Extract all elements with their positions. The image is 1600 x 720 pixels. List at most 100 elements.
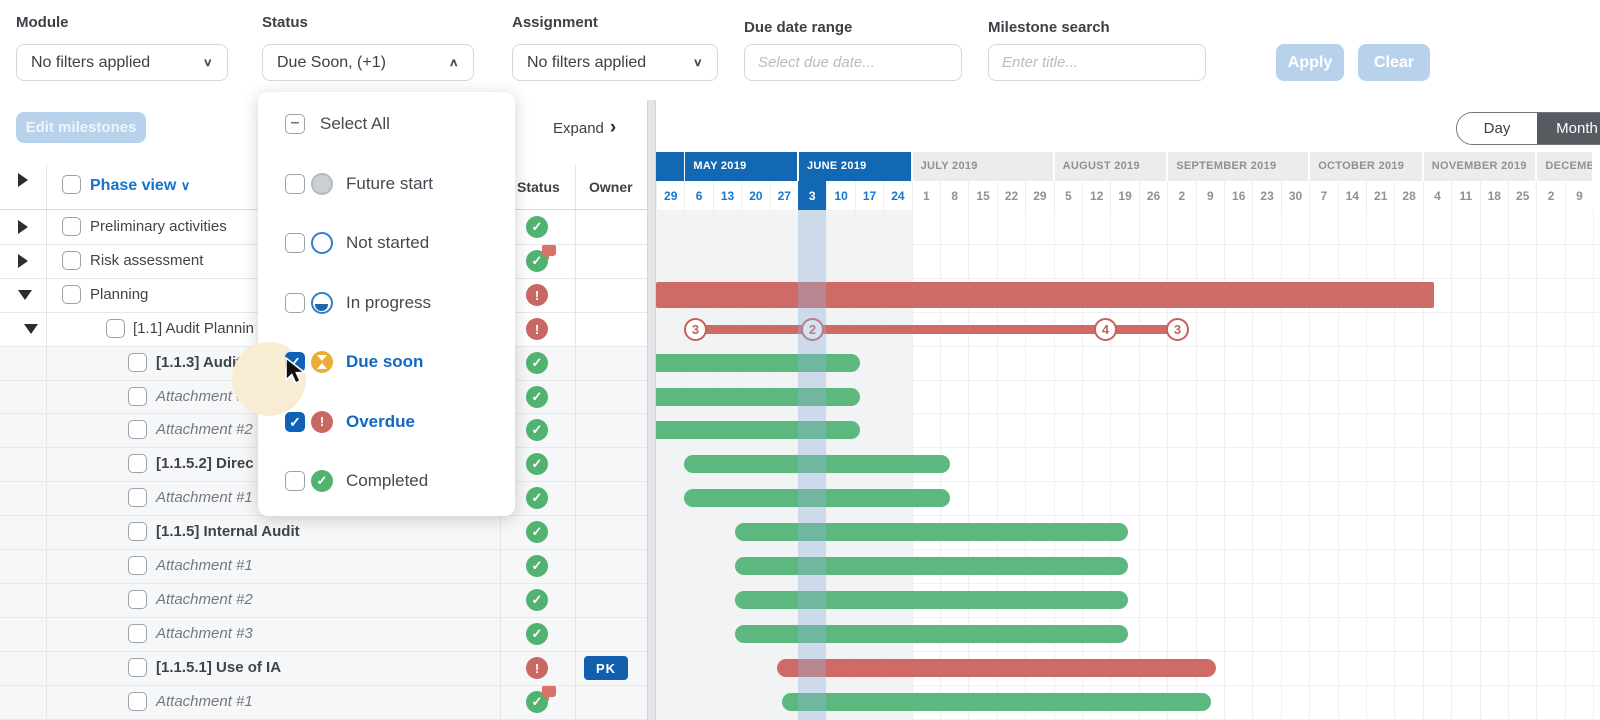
week-start-date-label[interactable]: 5 xyxy=(1053,181,1082,210)
row-checkbox[interactable] xyxy=(128,387,147,406)
week-start-date-label[interactable]: 19 xyxy=(1110,181,1139,210)
row-checkbox[interactable] xyxy=(128,353,147,372)
task-bar-overdue[interactable] xyxy=(777,659,1216,677)
expand-row-icon[interactable] xyxy=(18,254,28,268)
table-row[interactable]: Planning! xyxy=(0,278,647,312)
week-start-date-label[interactable]: 23 xyxy=(1252,181,1281,210)
milestone-count-marker[interactable]: 2 xyxy=(801,318,824,341)
milestone-count-marker[interactable]: 3 xyxy=(684,318,707,341)
clear-button[interactable]: Clear xyxy=(1358,44,1430,81)
week-start-date-label[interactable]: 20 xyxy=(741,181,770,210)
task-bar-completed[interactable] xyxy=(684,455,950,473)
option-checkbox[interactable] xyxy=(285,233,305,253)
option-checkbox[interactable] xyxy=(285,173,305,194)
week-start-date-label[interactable]: 1 xyxy=(911,181,940,210)
status-option-not-started[interactable]: Not started xyxy=(258,223,515,263)
task-bar-completed[interactable] xyxy=(656,388,860,406)
row-checkbox[interactable] xyxy=(128,522,147,541)
due-date-input[interactable]: Select due date... xyxy=(744,44,962,81)
table-row[interactable]: Attachment #1 ✓ xyxy=(0,549,647,583)
collapse-row-icon[interactable] xyxy=(18,290,32,300)
milestone-search-input[interactable]: Enter title... xyxy=(988,44,1206,81)
week-start-date-label[interactable]: 26 xyxy=(1138,181,1168,210)
row-checkbox[interactable] xyxy=(128,454,147,473)
week-start-date-label[interactable]: 9 xyxy=(1195,181,1224,210)
task-bar-completed[interactable] xyxy=(735,523,1128,541)
task-bar-completed[interactable] xyxy=(735,625,1128,643)
week-start-date-label[interactable]: 12 xyxy=(1082,181,1111,210)
status-option-overdue[interactable]: ✓! Overdue xyxy=(258,402,515,442)
option-checkbox[interactable] xyxy=(285,471,305,491)
week-start-date-label[interactable]: 7 xyxy=(1309,181,1338,210)
week-start-date-label[interactable]: 21 xyxy=(1366,181,1395,210)
table-row[interactable]: [1.1.5.1] Use of IA! PK xyxy=(0,651,647,685)
task-bar-completed[interactable] xyxy=(656,421,860,439)
option-checkbox[interactable] xyxy=(285,292,305,313)
week-start-date-label[interactable]: 25 xyxy=(1508,181,1537,210)
week-start-date-label[interactable]: 14 xyxy=(1337,181,1366,210)
week-start-date-label[interactable]: 11 xyxy=(1451,181,1480,210)
panel-splitter[interactable] xyxy=(647,100,656,720)
week-start-date-label[interactable]: 17 xyxy=(854,181,884,210)
week-start-date-label[interactable]: 29 xyxy=(1025,181,1054,210)
expand-all-icon[interactable] xyxy=(18,173,28,187)
table-row[interactable]: [1.1] Audit Plannin! xyxy=(0,312,647,346)
today-date-cell[interactable]: 3 xyxy=(798,181,827,210)
milestone-connector-bar[interactable] xyxy=(695,325,1177,334)
week-start-date-label[interactable]: 28 xyxy=(1394,181,1423,210)
expand-row-icon[interactable] xyxy=(18,220,28,234)
edit-milestones-button[interactable]: Edit milestones xyxy=(16,112,146,143)
row-checkbox[interactable] xyxy=(128,488,147,507)
table-row[interactable]: Attachment #1 ✓ xyxy=(0,685,647,719)
table-row[interactable]: [1.1.5] Internal Audit ✓ xyxy=(0,515,647,549)
week-start-date-label[interactable]: 29 xyxy=(656,181,685,210)
row-checkbox[interactable] xyxy=(62,217,81,236)
row-checkbox[interactable] xyxy=(128,692,147,711)
task-bar-completed[interactable] xyxy=(735,557,1128,575)
week-start-date-label[interactable]: 10 xyxy=(826,181,855,210)
status-option-completed[interactable]: ✓ Completed xyxy=(258,461,515,501)
row-checkbox[interactable] xyxy=(128,658,147,677)
week-start-date-label[interactable]: 22 xyxy=(996,181,1026,210)
assignment-filter-select[interactable]: No filters applied ∨ xyxy=(512,44,718,81)
task-bar-completed[interactable] xyxy=(684,489,950,507)
week-start-date-label[interactable]: 27 xyxy=(769,181,798,210)
week-start-date-label[interactable]: 13 xyxy=(712,181,742,210)
week-start-date-label[interactable]: 6 xyxy=(684,181,713,210)
status-option-due-soon[interactable]: ✓ Due soon xyxy=(258,342,515,382)
week-start-date-label[interactable]: 4 xyxy=(1422,181,1452,210)
summary-bar-overdue[interactable] xyxy=(656,282,1434,308)
row-checkbox[interactable] xyxy=(62,285,81,304)
row-checkbox[interactable] xyxy=(62,251,81,270)
apply-button[interactable]: Apply xyxy=(1276,44,1344,81)
status-option-future-start[interactable]: Future start xyxy=(258,164,515,204)
option-checkbox[interactable]: ✓ xyxy=(285,411,305,432)
week-start-date-label[interactable]: 18 xyxy=(1479,181,1508,210)
phase-view-menu[interactable]: Phase view ∨ xyxy=(90,177,190,195)
table-row[interactable]: Risk assessment ✓ xyxy=(0,244,647,278)
collapse-row-icon[interactable] xyxy=(24,324,38,334)
task-bar-completed[interactable] xyxy=(656,354,860,372)
week-start-date-label[interactable]: 30 xyxy=(1280,181,1310,210)
expand-button[interactable]: Expand › xyxy=(553,117,616,139)
week-start-date-label[interactable]: 2 xyxy=(1536,181,1565,210)
milestone-count-marker[interactable]: 3 xyxy=(1166,318,1189,341)
table-row[interactable]: Preliminary activities ✓ xyxy=(0,210,647,244)
week-start-date-label[interactable]: 2 xyxy=(1167,181,1196,210)
table-row[interactable]: Attachment #2 ✓ xyxy=(0,583,647,617)
task-bar-completed[interactable] xyxy=(735,591,1128,609)
select-all-rows-checkbox[interactable] xyxy=(62,175,81,194)
module-filter-select[interactable]: No filters applied ∨ xyxy=(16,44,228,81)
week-start-date-label[interactable]: 9 xyxy=(1564,181,1594,210)
task-bar-completed[interactable] xyxy=(782,693,1211,711)
status-option-select-all[interactable]: – Select All xyxy=(258,104,515,144)
month-toggle-button[interactable]: Month xyxy=(1537,113,1600,144)
row-checkbox[interactable] xyxy=(128,556,147,575)
week-start-date-label[interactable]: 24 xyxy=(883,181,912,210)
row-checkbox[interactable] xyxy=(106,319,125,338)
row-checkbox[interactable] xyxy=(128,590,147,609)
day-toggle-button[interactable]: Day xyxy=(1457,113,1537,144)
row-checkbox[interactable] xyxy=(128,420,147,439)
status-option-in-progress[interactable]: In progress xyxy=(258,283,515,323)
week-start-date-label[interactable]: 8 xyxy=(940,181,969,210)
